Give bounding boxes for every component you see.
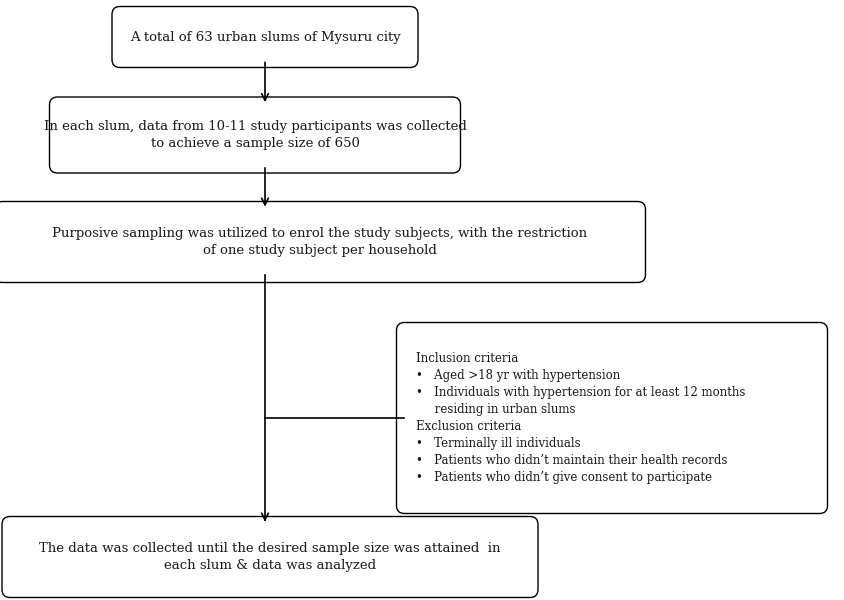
Text: The data was collected until the desired sample size was attained  in
each slum : The data was collected until the desired… xyxy=(39,542,500,572)
Text: A total of 63 urban slums of Mysuru city: A total of 63 urban slums of Mysuru city xyxy=(129,31,400,43)
FancyBboxPatch shape xyxy=(112,7,418,67)
FancyBboxPatch shape xyxy=(0,202,645,283)
FancyBboxPatch shape xyxy=(50,97,460,173)
Text: Purposive sampling was utilized to enrol the study subjects, with the restrictio: Purposive sampling was utilized to enrol… xyxy=(52,227,587,257)
FancyBboxPatch shape xyxy=(2,517,538,598)
Text: Inclusion criteria
•   Aged >18 yr with hypertension
•   Individuals with hypert: Inclusion criteria • Aged >18 yr with hy… xyxy=(416,352,745,484)
Text: In each slum, data from 10-11 study participants was collected
to achieve a samp: In each slum, data from 10-11 study part… xyxy=(44,120,466,150)
FancyBboxPatch shape xyxy=(396,323,826,514)
